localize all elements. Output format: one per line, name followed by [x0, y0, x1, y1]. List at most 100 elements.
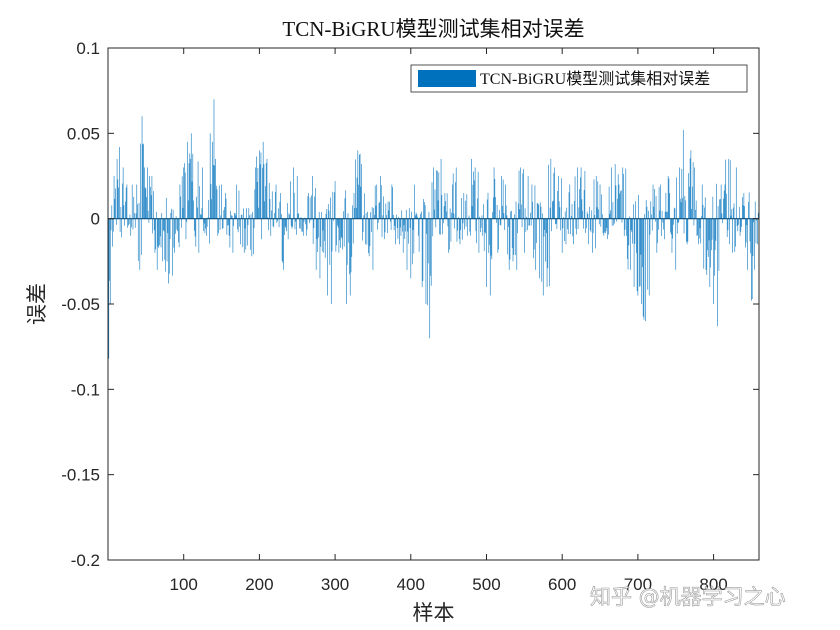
- bar: [194, 218, 196, 237]
- bar: [196, 207, 198, 219]
- bar: [200, 214, 201, 219]
- bar: [122, 183, 123, 219]
- bar: [199, 186, 200, 219]
- bar: [140, 218, 142, 255]
- bar: [172, 218, 173, 276]
- bar: [642, 218, 643, 268]
- bar: [730, 215, 732, 219]
- bar: [514, 214, 515, 219]
- x-tick-label: 200: [245, 575, 273, 594]
- bar: [446, 193, 448, 219]
- bar: [664, 211, 666, 219]
- bar: [318, 218, 319, 238]
- bar: [495, 197, 496, 219]
- bar: [115, 218, 117, 225]
- bar: [421, 218, 423, 287]
- bar: [391, 184, 393, 219]
- bar: [511, 210, 512, 219]
- bar: [174, 218, 175, 253]
- bar: [243, 208, 244, 219]
- bar: [145, 188, 147, 219]
- bar: [635, 201, 636, 219]
- bar: [254, 189, 256, 219]
- bar: [363, 215, 365, 219]
- bar: [138, 202, 140, 219]
- bar: [604, 218, 605, 233]
- bar: [657, 218, 659, 230]
- bar: [327, 218, 328, 296]
- bar: [467, 218, 468, 236]
- bar: [735, 167, 737, 219]
- y-tick-label: 0: [91, 210, 100, 229]
- bar: [160, 218, 162, 248]
- bar: [315, 187, 316, 219]
- bar: [303, 218, 305, 222]
- bar: [353, 193, 355, 219]
- bar: [390, 218, 391, 222]
- bar: [563, 217, 565, 219]
- bar: [305, 218, 307, 236]
- bar: [651, 214, 652, 219]
- bar: [294, 218, 296, 230]
- bar: [636, 218, 637, 253]
- bar: [433, 209, 435, 219]
- bar: [408, 218, 409, 244]
- bar: [335, 218, 337, 252]
- bar: [371, 218, 372, 232]
- bar: [311, 195, 312, 219]
- bar: [637, 218, 639, 296]
- bar: [547, 218, 549, 269]
- bar: [746, 218, 748, 226]
- bar: [245, 218, 247, 250]
- bar: [579, 189, 580, 219]
- bar: [154, 218, 156, 253]
- bar: [244, 218, 246, 229]
- bar: [587, 214, 589, 219]
- bar: [624, 218, 626, 230]
- bar: [325, 213, 327, 219]
- bar: [122, 167, 124, 219]
- bar: [712, 196, 714, 219]
- bar: [196, 196, 197, 219]
- bar: [508, 218, 509, 227]
- bar: [205, 218, 206, 229]
- bar: [516, 218, 518, 270]
- bar: [340, 218, 342, 238]
- bar: [513, 218, 515, 255]
- bar: [451, 212, 453, 219]
- bar: [714, 218, 716, 251]
- bar: [420, 213, 421, 219]
- bar: [284, 218, 285, 235]
- bar: [385, 203, 387, 219]
- bar: [281, 214, 282, 219]
- bar: [561, 218, 563, 253]
- bar: [558, 201, 560, 219]
- bar: [629, 218, 631, 270]
- bar: [173, 218, 175, 248]
- bar: [755, 218, 757, 244]
- legend: TCN-BiGRU模型测试集相对误差: [410, 64, 748, 93]
- bar: [542, 213, 543, 219]
- bar: [418, 218, 419, 236]
- bar: [251, 218, 253, 257]
- bar: [589, 218, 591, 231]
- bar: [651, 218, 653, 231]
- bar: [707, 218, 708, 251]
- y-tick-label: 0.1: [76, 39, 100, 58]
- bar: [119, 146, 120, 219]
- bar: [588, 218, 590, 245]
- bar: [115, 188, 116, 219]
- bar: [623, 218, 625, 236]
- bar: [289, 214, 291, 219]
- bar: [558, 176, 559, 219]
- bar: [128, 218, 130, 225]
- bar: [524, 208, 526, 219]
- bar: [714, 218, 715, 276]
- bar: [186, 218, 188, 223]
- bar: [580, 167, 582, 219]
- bar: [352, 205, 353, 219]
- bar: [661, 218, 662, 237]
- bar: [622, 167, 624, 219]
- bar: [499, 210, 500, 219]
- bar: [237, 218, 238, 230]
